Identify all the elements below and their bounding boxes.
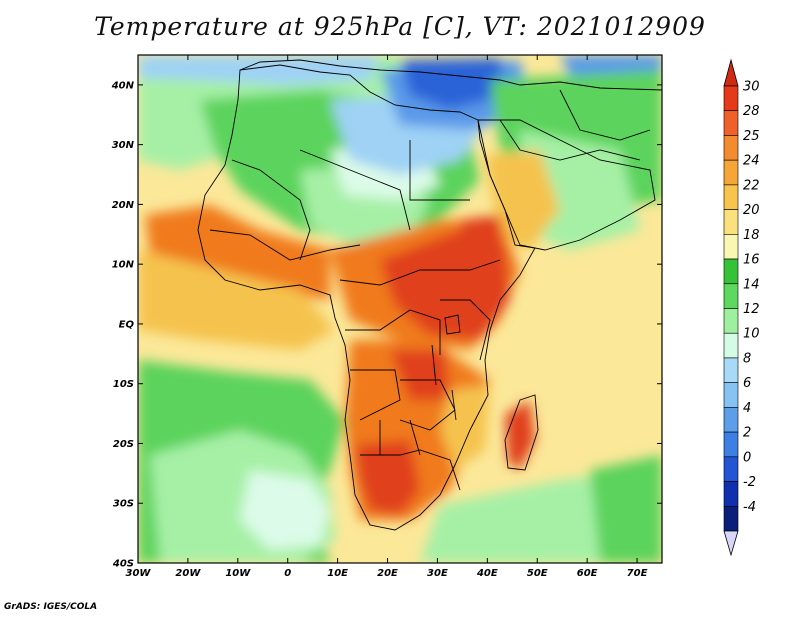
arabia-warm-region (485, 150, 560, 250)
colorbar-swatch (723, 135, 739, 161)
colorbar-swatch (723, 308, 739, 334)
colorbar-swatch (723, 407, 739, 433)
colorbar-label: 14 (743, 277, 760, 292)
lon-tick-label: 20W (175, 568, 201, 579)
zambia-hot-region (390, 350, 450, 400)
colorbar-bottom-arrow (723, 530, 739, 557)
lat-tick-label: 30N (112, 140, 135, 151)
border-namibia-botswana (379, 419, 421, 456)
border-sahara-west (231, 159, 311, 261)
indian-ocean-southeast-region (590, 455, 662, 563)
border-iran (559, 89, 651, 141)
colorbar-label: 8 (743, 351, 751, 366)
grads-credit: GrADS: IGES/COLA (4, 602, 98, 612)
madagascar-coastline (504, 394, 539, 471)
colorbar-swatch (723, 283, 739, 309)
country-borders (197, 59, 662, 531)
lon-tick-label: 10W (225, 568, 251, 579)
lon-tick-label: 60E (577, 568, 598, 579)
colorbar-label: -4 (743, 500, 756, 515)
south-atlantic-pale-region (240, 470, 330, 550)
turkey-cold-region (400, 58, 505, 110)
colorbar-swatch (723, 184, 739, 210)
colorbar-label: 22 (743, 178, 760, 193)
border-south-africa (360, 449, 461, 491)
lon-tick-label: 40E (476, 568, 498, 579)
border-sahara-central (299, 149, 411, 231)
colorbar-label: 10 (743, 327, 760, 342)
colorbar-label: 24 (743, 154, 760, 169)
border-angola (350, 369, 401, 421)
colorbar-label: 2 (743, 426, 751, 441)
tropical-atlantic-warm-region (138, 250, 335, 350)
colorbar-swatch (723, 357, 739, 383)
border-egypt-sudan (409, 140, 470, 201)
lat-tick-label: 20N (112, 200, 135, 211)
colorbar-swatch (723, 209, 739, 235)
africa-coastline (197, 64, 536, 531)
lake-victoria (444, 314, 461, 335)
lon-tick-label: 20E (377, 568, 398, 579)
ethiopia-hot-region (460, 215, 505, 275)
colorbar-swatch (723, 159, 739, 186)
temperature-field (138, 55, 662, 563)
madagascar-hot-region (505, 400, 535, 470)
west-africa-warm-region (145, 205, 330, 300)
colorbar-swatch (723, 258, 739, 285)
colorbar-label: 30 (743, 80, 760, 95)
colorbar-swatch (723, 456, 739, 482)
colorbar-swatch (723, 505, 739, 532)
temperature-regions (138, 55, 662, 563)
colorbar-label: 20 (743, 203, 760, 218)
europe-coastline (239, 59, 662, 91)
plot-frame (137, 54, 663, 564)
lat-tick-label: EQ (119, 319, 135, 330)
lake-malawi (451, 389, 457, 421)
lat-tick-label: 20S (113, 439, 134, 450)
lon-tick-label: 30W (126, 568, 152, 579)
lat-tick-label: 40S (112, 559, 134, 570)
colorbar-top-arrow (723, 58, 739, 87)
border-west-africa (209, 229, 361, 261)
lat-tick-label: 10N (112, 260, 135, 271)
latitude-axis: 40N 30N 20N 10N EQ 10S 20S 30S 40S (111, 80, 662, 570)
colorbar-swatch (723, 431, 739, 458)
colorbar-swatch (723, 110, 739, 136)
colorbar-label: 25 (743, 129, 760, 144)
colorbar-label: 18 (743, 228, 760, 243)
longitude-axis: 30W 20W 10W 0 10E 20E 30E 40E 50E 60E 70E (126, 55, 648, 579)
colorbar-swatch (723, 481, 739, 507)
lat-tick-label: 40N (111, 80, 135, 91)
colorbar-label: 6 (743, 376, 751, 391)
lon-tick-label: 30E (427, 568, 448, 579)
kalahari-very-hot-region (355, 440, 420, 515)
colorbar-swatch (723, 332, 739, 359)
colorbar-label: 28 (743, 104, 760, 119)
border-central-africa (339, 259, 501, 286)
lon-tick-label: 10E (327, 568, 348, 579)
lon-tick-label: 70E (627, 568, 648, 579)
arabia-coastline (477, 119, 656, 251)
lat-tick-label: 10S (113, 379, 134, 390)
border-congo (345, 309, 441, 355)
colorbar-label: 16 (743, 253, 760, 268)
colorbar-label: 12 (743, 302, 760, 317)
colorbar-label: -2 (743, 475, 756, 490)
border-middle-east (499, 119, 641, 161)
colorbar-label: 4 (743, 401, 751, 416)
map-title: Temperature at 925hPa [C], VT: 202101290… (94, 12, 706, 41)
colorbar-swatch (723, 85, 739, 112)
lat-tick-label: 30S (113, 499, 134, 510)
colorbar-swatch (723, 382, 739, 408)
colorbar-swatch (723, 234, 739, 260)
colorbar-label: 0 (743, 450, 751, 465)
lon-tick-label: 0 (284, 568, 291, 579)
border-east-africa (440, 299, 491, 361)
lon-tick-label: 50E (527, 568, 548, 579)
mozambique-warm-region (440, 385, 490, 470)
lake-tanganyika (431, 344, 437, 386)
